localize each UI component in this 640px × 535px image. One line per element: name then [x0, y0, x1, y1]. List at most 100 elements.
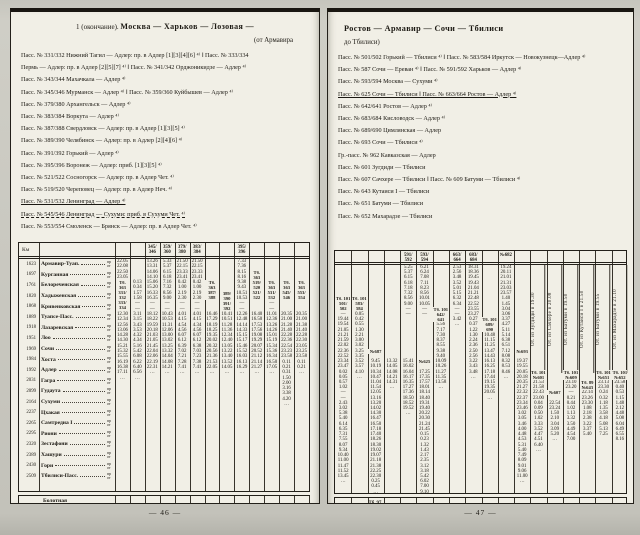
time-cell: 23.10 23.20	[565, 379, 577, 391]
time-cell: 13.25 13.32	[161, 343, 173, 354]
time-cell: 1.32 1.43	[420, 442, 429, 453]
time-cell: 4.47 4.51	[534, 432, 543, 443]
time-cell: 21.50 22.15	[191, 259, 203, 270]
time-cell: 2.19 2.30	[177, 290, 187, 301]
km-value: 2099	[26, 388, 36, 394]
time-cell: 16.38 17.11	[116, 365, 128, 376]
train-number-header: 383/ 384	[192, 245, 202, 256]
time-cell: 17.05…	[266, 365, 278, 376]
note-line: Пасс. № 553/554 Смоленск — Брянск — Адле…	[21, 222, 197, 230]
time-cell: 13.32 14.05	[386, 359, 398, 370]
train-number-header: 345/ 346	[148, 245, 157, 256]
station-row: 1761 Белореченская пр от	[19, 280, 115, 291]
time-cell: 16.04 16.17	[402, 369, 414, 380]
bottom-strip-rule	[144, 496, 146, 503]
time-cell: 0.21 0.31	[282, 365, 291, 376]
time-cell: 16.46 17.29	[206, 312, 218, 323]
time-cell: 3.11 3.15	[133, 312, 142, 323]
time-cell: 3.46 4.00	[517, 421, 527, 432]
time-cell: 6.21 6.24	[420, 265, 429, 276]
right-bottom-strip: Тб. 97	[334, 497, 627, 503]
note-line: Пермь — Адлер: пр. в Адлер [2][5][7] ⁴⁾ …	[21, 64, 247, 72]
note-line: Пасс. № 693 Сочи — Тбилиси ⁴⁾	[338, 139, 423, 147]
arrival-departure-labels: пр от	[107, 429, 111, 438]
time-cell: 6.40…	[534, 442, 543, 453]
bottom-strip-rule	[514, 498, 516, 503]
time-cell: ——	[405, 306, 411, 317]
bottom-strip-station-name: Болотная	[43, 498, 68, 504]
time-cell: 4.54 4.56	[177, 322, 187, 333]
bottom-strip-rule	[416, 498, 418, 503]
time-cell: 14.14 14.33	[236, 322, 248, 333]
time-cell: 20.35 21.00	[296, 312, 308, 323]
time-cell: 0.42 1.00	[177, 280, 187, 291]
note-line: Пасс. № 593/594 Москва — Сухуми ⁴⁾	[338, 78, 438, 86]
time-cell: 13.47 14.43	[484, 348, 496, 359]
time-cell: 6.39 7.02	[177, 343, 187, 354]
time-cell: 17.40 18.26	[370, 432, 382, 443]
train-number-label: Тб. 101 501/ 502	[335, 296, 351, 312]
time-cell: 8.56 9.00	[403, 296, 413, 307]
station-name: Лоо	[41, 335, 51, 342]
time-cell: 21.59 22.02	[337, 338, 349, 349]
time-cell: 22.54 23.23	[281, 343, 293, 354]
bottom-strip-rule	[351, 498, 353, 503]
train-number-label: Тб. 89 №643	[579, 379, 595, 390]
time-cell: 12.56 13.06	[116, 322, 128, 333]
time-cell: 22.54 23.24	[549, 400, 561, 412]
bottom-strip-rule	[159, 496, 161, 503]
time-cell: 19.44 19.54	[337, 317, 349, 328]
time-cell: 7.16 7.32	[162, 280, 172, 291]
time-cell: 15.46 15.52	[236, 343, 248, 354]
km-value: 2031	[26, 378, 36, 384]
rotated-column-header: От. из Кутаиси I в 21.50	[580, 265, 595, 373]
station-row: 1623 Армавир-Туап. пр от	[19, 259, 115, 270]
time-cell: 23.58 0.11	[281, 354, 293, 365]
arrival-departure-labels: пр от	[107, 419, 111, 428]
time-cell: 23.58 0.11	[296, 354, 308, 365]
time-cell: 4.10…	[355, 369, 364, 380]
time-cell: 14.31…	[386, 379, 398, 391]
time-cell: 4.01 4.15	[192, 312, 202, 323]
time-cell: 18.14 18.40	[419, 390, 431, 401]
time-cell: 0.42 0.55	[355, 317, 364, 328]
time-cell: 3.48 3.52	[452, 275, 462, 286]
station-row: 2295 Риони пр от	[19, 429, 115, 440]
time-cell: 9.38 9.40	[436, 348, 446, 359]
time-cell: 12.34 12.40	[221, 333, 233, 344]
train-number-label: №607	[547, 390, 563, 396]
time-cell: 13.45…	[337, 474, 349, 485]
time-cell: 13.26 13.31	[146, 259, 158, 270]
time-cell: 2.24 2.36	[469, 338, 478, 349]
train-number-label: Тб. 101 №651	[595, 369, 612, 380]
bottom-strip-rule	[546, 498, 548, 503]
column-rule	[432, 251, 434, 493]
column-rule	[204, 243, 206, 491]
time-cell: 5.42 6.02	[420, 474, 429, 485]
time-cell: 19.07 21.18	[370, 453, 382, 464]
train-number-header: 663/ 664	[452, 253, 462, 264]
arrival-departure-labels: пр от	[107, 472, 111, 481]
column-rule	[129, 243, 131, 491]
time-cell: ——	[269, 301, 275, 312]
bottom-strip-rule	[530, 498, 532, 503]
column-rule	[514, 251, 516, 493]
column-rule	[448, 251, 450, 493]
train-number-label: №693	[514, 348, 530, 354]
time-cell: 21.53 21.58	[532, 379, 544, 391]
dotted-leader	[78, 295, 105, 297]
station-row: 1992 Адлер пр от	[19, 365, 115, 376]
column-rule	[367, 251, 369, 493]
time-cell: 0.42 1.00	[192, 280, 202, 291]
time-cell: 14.08 14.21	[386, 369, 398, 380]
column-rule	[497, 251, 499, 493]
time-cell: 4.32 4.34	[133, 333, 142, 344]
column-rule	[174, 243, 176, 491]
time-cell: 1.13 3.32	[566, 411, 576, 422]
time-cell: ——	[194, 301, 200, 312]
arrival-departure-labels: пр от	[107, 334, 111, 343]
column-rule	[279, 243, 281, 491]
note-line: Пасс. № 501/502 Горький — Тбилиси ⁴⁾ ‖ П…	[338, 54, 586, 61]
time-cell: 22.05…	[206, 365, 218, 376]
time-cell: 22.36 22.52	[337, 348, 349, 359]
